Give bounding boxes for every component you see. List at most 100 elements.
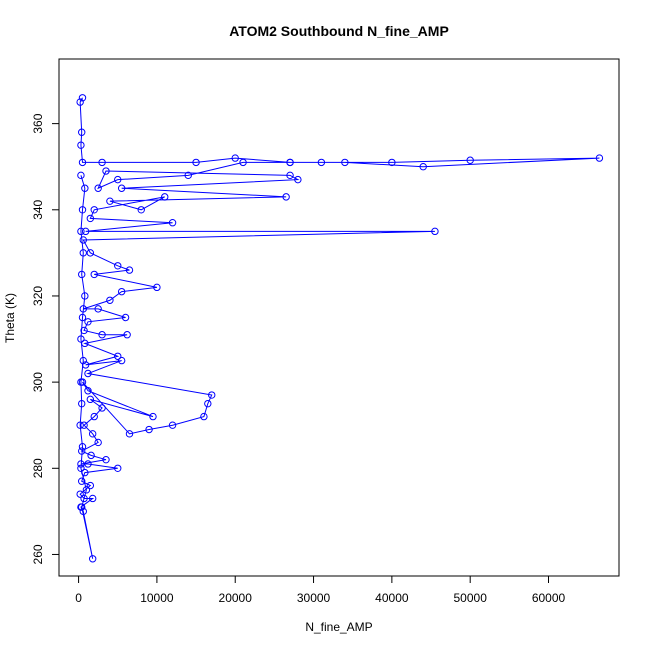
data-point bbox=[239, 158, 247, 167]
data-point bbox=[294, 175, 302, 184]
data-point bbox=[102, 167, 110, 175]
data-point bbox=[82, 486, 91, 494]
data-point bbox=[231, 154, 239, 162]
data-point bbox=[90, 270, 98, 279]
data-point bbox=[77, 171, 85, 180]
data-point bbox=[81, 292, 89, 300]
x-tick-label: 10000 bbox=[140, 591, 174, 605]
data-point bbox=[317, 158, 326, 167]
data-point bbox=[80, 421, 88, 429]
data-point bbox=[137, 206, 145, 214]
data-point bbox=[77, 141, 85, 149]
data-point bbox=[77, 464, 85, 472]
data-point bbox=[78, 94, 87, 102]
data-point bbox=[388, 158, 396, 167]
data-point bbox=[78, 206, 87, 214]
data-point bbox=[79, 236, 87, 244]
data-point bbox=[204, 399, 212, 408]
y-tick-label: 340 bbox=[31, 199, 45, 219]
data-point bbox=[286, 158, 294, 167]
data-point bbox=[341, 158, 349, 167]
data-point bbox=[145, 425, 153, 434]
data-point bbox=[595, 154, 604, 162]
y-tick-label: 300 bbox=[31, 372, 45, 392]
data-point bbox=[114, 352, 122, 360]
x-tick-label: 60000 bbox=[532, 591, 566, 605]
data-point bbox=[94, 305, 102, 313]
data-point bbox=[88, 494, 97, 503]
x-axis-label: N_fine_AMP bbox=[305, 620, 372, 634]
data-point bbox=[86, 481, 95, 490]
data-point bbox=[81, 227, 90, 236]
data-point bbox=[78, 447, 86, 455]
data-point bbox=[208, 391, 216, 399]
data-point bbox=[282, 193, 290, 201]
data-point bbox=[79, 305, 87, 313]
x-tick-label: 20000 bbox=[219, 591, 253, 605]
data-point bbox=[78, 158, 87, 167]
x-tick-label: 50000 bbox=[454, 591, 488, 605]
data-point bbox=[466, 156, 474, 164]
data-point bbox=[114, 464, 122, 472]
data-point bbox=[161, 193, 169, 201]
data-point bbox=[123, 331, 131, 339]
data-point bbox=[117, 287, 126, 296]
data-point bbox=[102, 455, 110, 464]
y-axis-label: Theta (K) bbox=[3, 293, 17, 343]
series-points-group bbox=[76, 94, 604, 563]
data-point bbox=[117, 356, 126, 365]
data-point bbox=[98, 331, 106, 339]
data-point bbox=[114, 175, 122, 184]
data-point bbox=[286, 171, 294, 180]
data-point bbox=[77, 378, 85, 386]
y-tick-label: 360 bbox=[31, 113, 45, 133]
chart-title: ATOM2 Southbound N_fine_AMP bbox=[229, 23, 449, 39]
data-point bbox=[76, 421, 84, 429]
data-point bbox=[106, 197, 114, 205]
data-point bbox=[88, 555, 97, 563]
data-point bbox=[117, 184, 126, 192]
data-point bbox=[84, 369, 92, 378]
data-point bbox=[78, 503, 86, 511]
y-tick-label: 260 bbox=[31, 544, 45, 564]
data-point bbox=[153, 283, 161, 292]
x-tick-label: 0 bbox=[75, 591, 82, 605]
data-point bbox=[90, 412, 98, 421]
data-point bbox=[94, 184, 102, 192]
data-point bbox=[79, 507, 87, 516]
data-point bbox=[88, 430, 97, 438]
data-point bbox=[80, 326, 88, 335]
data-point bbox=[125, 430, 134, 438]
data-point bbox=[80, 494, 88, 503]
data-point bbox=[98, 158, 106, 167]
data-point bbox=[114, 262, 122, 270]
data-point bbox=[81, 361, 90, 369]
y-tick-label: 280 bbox=[31, 458, 45, 478]
data-point bbox=[431, 227, 439, 236]
data-point bbox=[192, 158, 200, 167]
data-point bbox=[84, 318, 92, 326]
data-point bbox=[86, 249, 95, 257]
data-point bbox=[76, 490, 84, 498]
data-point bbox=[78, 128, 86, 136]
data-point bbox=[168, 421, 177, 429]
data-point bbox=[419, 163, 427, 171]
series-line-group bbox=[79, 97, 600, 559]
data-point bbox=[149, 412, 157, 421]
data-point bbox=[81, 339, 89, 348]
data-point bbox=[94, 438, 102, 447]
data-point bbox=[81, 184, 89, 192]
data-point bbox=[78, 443, 87, 451]
data-point bbox=[184, 171, 192, 180]
data-point bbox=[84, 387, 92, 395]
data-point bbox=[79, 356, 87, 365]
data-point bbox=[78, 399, 86, 408]
data-point bbox=[78, 270, 86, 279]
data-point bbox=[125, 266, 134, 274]
data-point bbox=[77, 460, 85, 468]
data-point bbox=[76, 98, 84, 106]
data-point bbox=[78, 477, 86, 485]
data-point bbox=[77, 335, 85, 343]
